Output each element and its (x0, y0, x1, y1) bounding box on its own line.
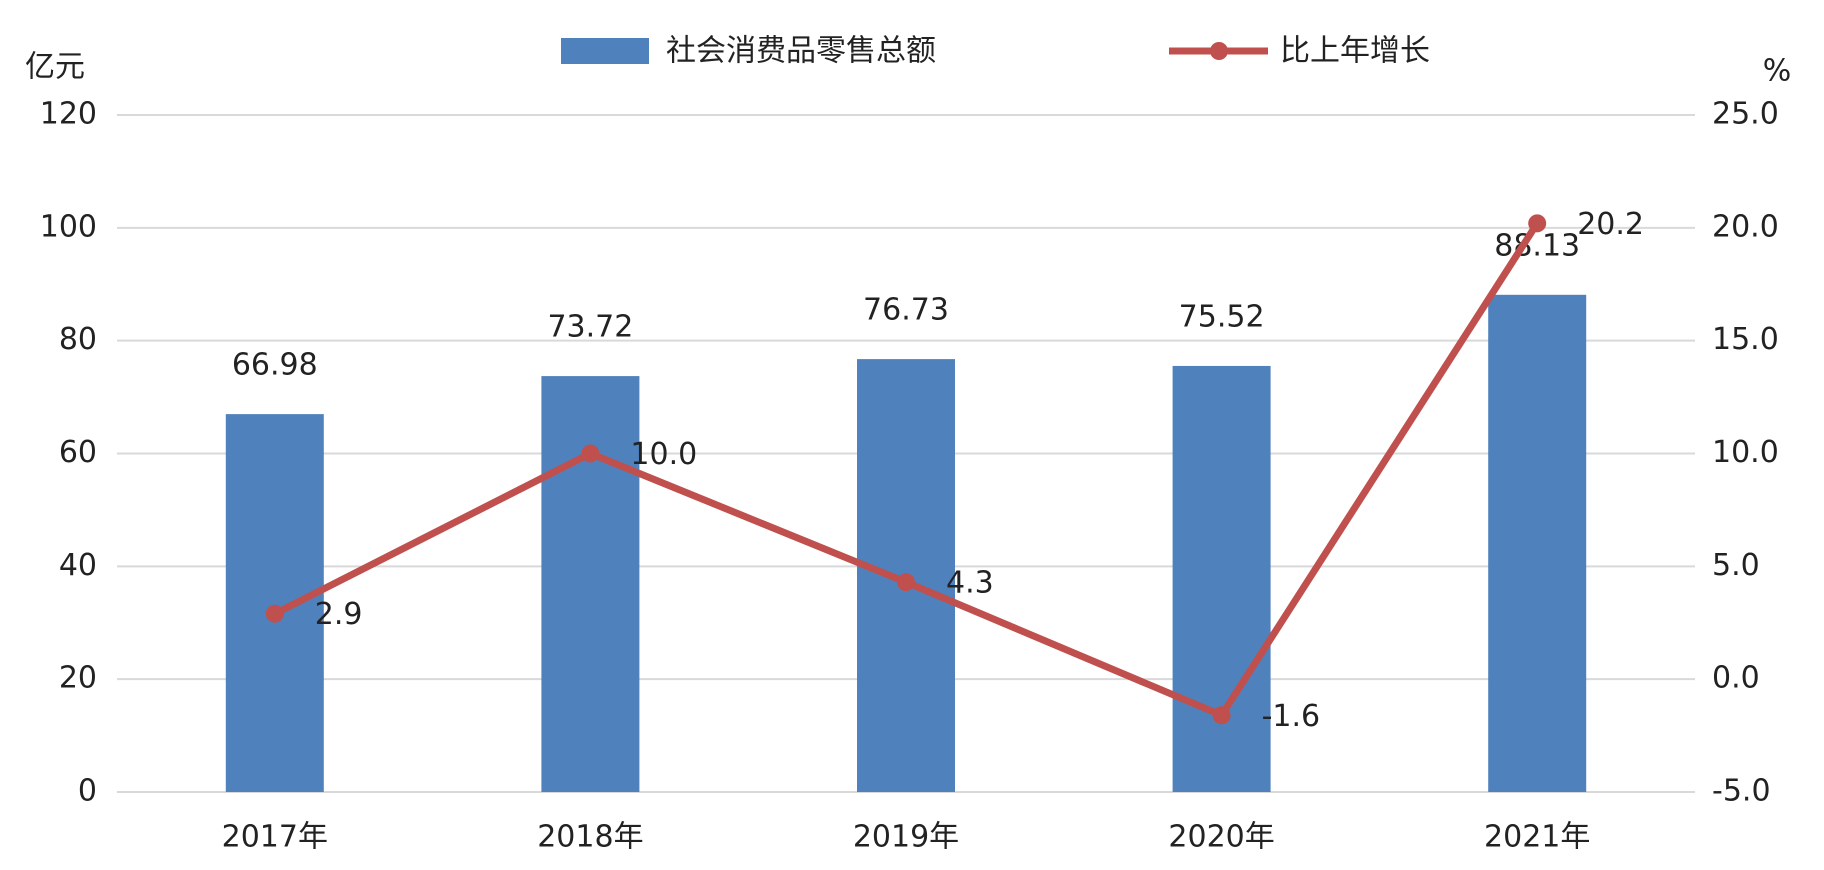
bar-value-label: 66.98 (232, 348, 318, 383)
line-point (1212, 706, 1231, 725)
y2-tick-label: 5.0 (1712, 548, 1760, 583)
x-tick-label: 2021年 (1484, 820, 1590, 855)
y2-axis-unit: % (1763, 54, 1792, 89)
bar-value-label: 73.72 (547, 310, 633, 345)
line-point (581, 444, 600, 463)
line-value-label: 20.2 (1577, 207, 1644, 242)
x-tick-label: 2020年 (1168, 820, 1274, 855)
legend-swatch (561, 38, 649, 64)
y-tick-label: 80 (59, 322, 97, 357)
line-point (1528, 214, 1547, 233)
x-tick-label: 2019年 (853, 820, 959, 855)
x-tick-label: 2017年 (222, 820, 328, 855)
y-tick-label: 120 (40, 97, 97, 132)
line-value-label: 2.9 (315, 597, 363, 632)
bar-value-label: 75.52 (1179, 299, 1265, 334)
y-axis-unit: 亿元 (25, 50, 85, 85)
legend-swatch-point (1210, 42, 1228, 60)
bar-value-label: 76.73 (863, 293, 949, 328)
line-value-label: 4.3 (946, 566, 994, 601)
legend-label: 社会消费品零售总额 (666, 34, 936, 69)
y2-tick-label: 15.0 (1712, 322, 1779, 357)
bar-value-label: 88.13 (1494, 228, 1580, 263)
y-tick-label: 40 (59, 548, 97, 583)
x-tick-label: 2018年 (537, 820, 643, 855)
y-tick-label: 20 (59, 661, 97, 696)
bar (541, 376, 640, 792)
bar (225, 414, 324, 792)
line-point (897, 573, 915, 592)
y2-tick-label: -5.0 (1712, 774, 1771, 809)
y2-tick-label: 0.0 (1712, 661, 1760, 696)
y2-tick-label: 25.0 (1712, 97, 1779, 132)
y2-tick-label: 10.0 (1712, 435, 1779, 470)
y-tick-label: 60 (59, 435, 97, 470)
y-tick-label: 0 (78, 774, 97, 809)
line-value-label: 10.0 (630, 437, 697, 472)
bar (1488, 294, 1587, 792)
y2-tick-label: 20.0 (1712, 209, 1779, 244)
legend-label: 比上年增长 (1280, 34, 1430, 69)
line-point (265, 604, 284, 623)
y-tick-label: 100 (40, 209, 97, 244)
bar (1172, 365, 1271, 792)
line-value-label: -1.6 (1262, 699, 1321, 734)
